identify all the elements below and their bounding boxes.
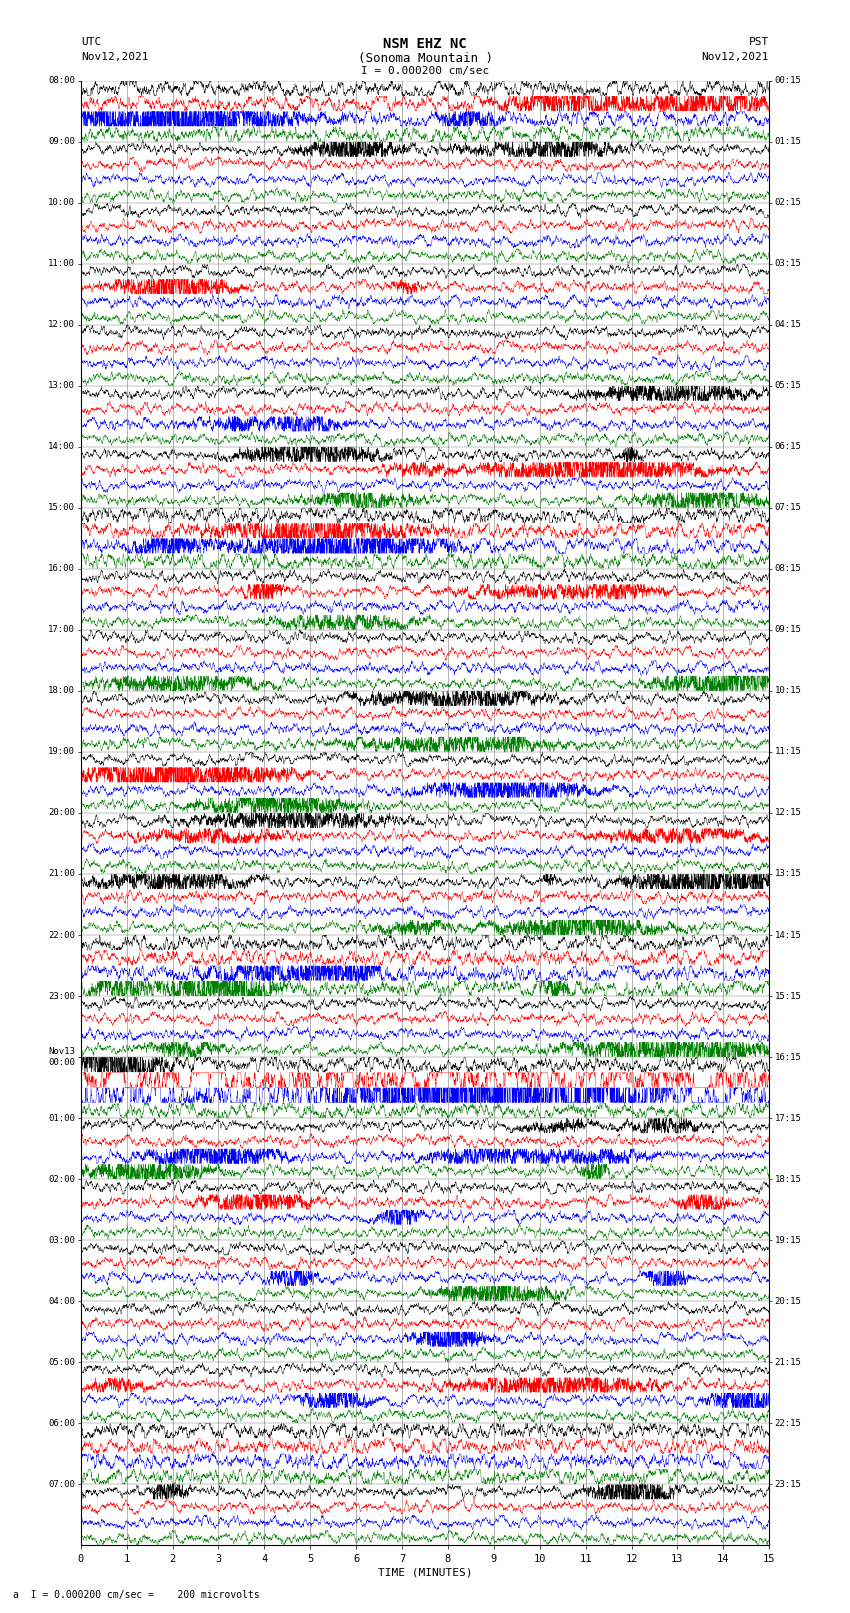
Text: (Sonoma Mountain ): (Sonoma Mountain ) xyxy=(358,52,492,65)
Text: Nov12,2021: Nov12,2021 xyxy=(81,52,148,61)
X-axis label: TIME (MINUTES): TIME (MINUTES) xyxy=(377,1568,473,1578)
Text: Nov12,2021: Nov12,2021 xyxy=(702,52,769,61)
Text: UTC: UTC xyxy=(81,37,101,47)
Text: NSM EHZ NC: NSM EHZ NC xyxy=(383,37,467,52)
Text: a  I = 0.000200 cm/sec =    200 microvolts: a I = 0.000200 cm/sec = 200 microvolts xyxy=(13,1590,259,1600)
Text: I = 0.000200 cm/sec: I = 0.000200 cm/sec xyxy=(361,66,489,76)
Text: PST: PST xyxy=(749,37,769,47)
